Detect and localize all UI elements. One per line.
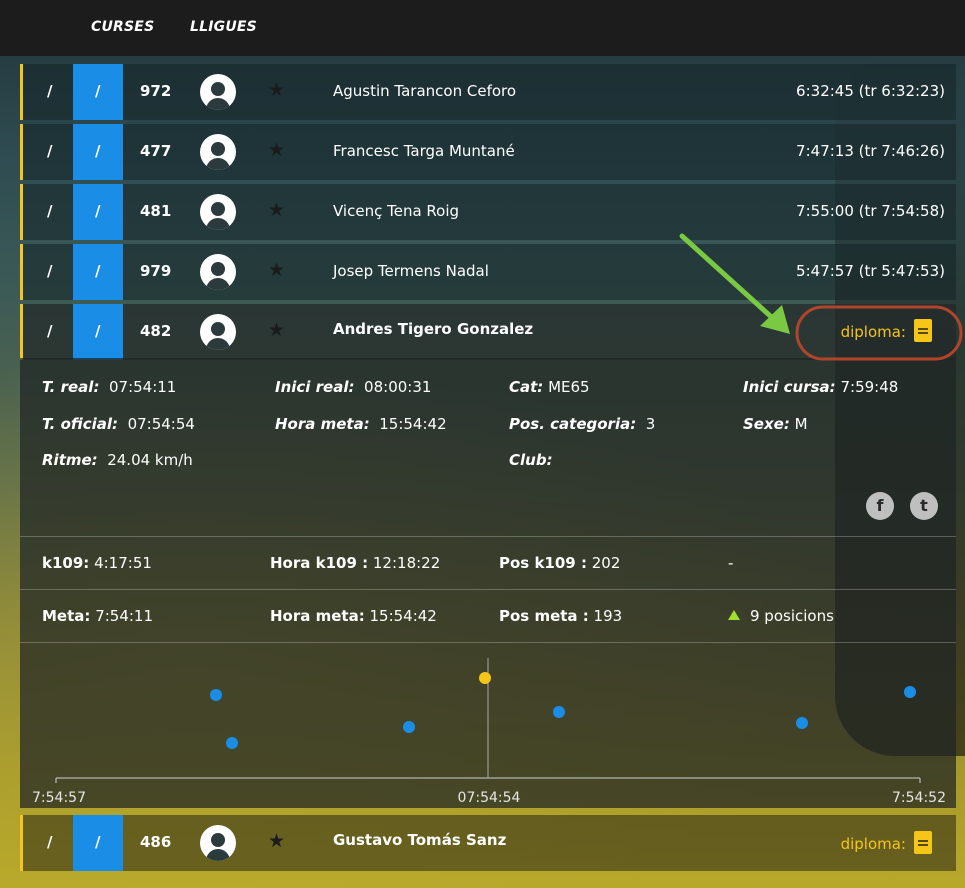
result-row-selected[interactable]: / / 482 ★ Andres Tigero Gonzalez diploma… (20, 304, 956, 360)
facebook-icon[interactable]: f (866, 492, 894, 520)
detail-sexe: Sexe: M (743, 415, 808, 433)
chart-point (796, 717, 808, 729)
star-icon[interactable]: ★ (268, 319, 286, 341)
position-category-cell: / (73, 124, 123, 180)
runner-name[interactable]: Gustavo Tomás Sanz (333, 831, 507, 849)
bib-number: 477 (140, 142, 172, 160)
split-k109-time: k109: 4:17:51 (42, 554, 152, 572)
position-category-cell: / (73, 304, 123, 360)
split-meta-time: Meta: 7:54:11 (42, 607, 154, 625)
avatar-icon (200, 74, 236, 110)
split-k109-diff: - (728, 554, 734, 572)
diploma-label: diploma: (840, 835, 906, 853)
avatar-icon (200, 314, 236, 350)
avatar-icon (200, 194, 236, 230)
diploma-link[interactable]: diploma: (840, 319, 932, 342)
position-category-cell: / (73, 815, 123, 871)
bib-number: 979 (140, 262, 172, 280)
bib-number: 481 (140, 202, 172, 220)
detail-t-real: T. real: 07:54:11 (42, 378, 177, 396)
position-general: / (47, 82, 53, 100)
result-row[interactable]: / / 486 ★ Gustavo Tomás Sanz diploma: (20, 815, 956, 871)
result-row[interactable]: / / 481 ★ Vicenç Tena Roig 7:55:00 (tr 7… (20, 184, 956, 240)
runner-name[interactable]: Vicenç Tena Roig (333, 202, 460, 220)
divider (20, 642, 956, 643)
position-general: / (47, 142, 53, 160)
bib-number: 486 (140, 833, 172, 851)
chart-point (226, 737, 238, 749)
divider (20, 536, 956, 537)
up-triangle-icon (728, 610, 740, 620)
twitter-icon[interactable]: t (910, 492, 938, 520)
finish-time: 7:55:00 (tr 7:54:58) (796, 202, 945, 220)
position-category: / (95, 82, 101, 100)
star-icon[interactable]: ★ (268, 199, 286, 221)
position-chart: 7:54:57 07:54:54 7:54:52 (32, 658, 946, 806)
position-general: / (47, 262, 53, 280)
chart-point (553, 706, 565, 718)
position-category: / (95, 833, 101, 851)
result-row[interactable]: / / 477 ★ Francesc Targa Muntané 7:47:13… (20, 124, 956, 180)
chart-tick-label: 7:54:57 (32, 790, 86, 806)
result-row[interactable]: / / 979 ★ Josep Termens Nadal 5:47:57 (t… (20, 244, 956, 300)
position-category: / (95, 202, 101, 220)
star-icon[interactable]: ★ (268, 259, 286, 281)
runner-name[interactable]: Agustin Tarancon Ceforo (333, 82, 517, 100)
split-meta-hora: Hora meta: 15:54:42 (270, 607, 437, 625)
split-meta-pos: Pos meta : 193 (499, 607, 623, 625)
chart-point (403, 721, 415, 733)
position-general: / (47, 322, 53, 340)
detail-inici-real: Inici real: 08:00:31 (275, 378, 432, 396)
detail-hora-meta: Hora meta: 15:54:42 (275, 415, 447, 433)
position-category: / (95, 142, 101, 160)
position-category-cell: / (73, 184, 123, 240)
finish-time: 5:47:57 (tr 5:47:53) (796, 262, 945, 280)
split-k109-pos: Pos k109 : 202 (499, 554, 621, 572)
position-category-cell: / (73, 64, 123, 120)
position-general: / (47, 202, 53, 220)
avatar-icon (200, 825, 236, 861)
split-meta-diff: 9 posicions (728, 607, 834, 625)
detail-pos-categoria: Pos. categoria: 3 (509, 415, 656, 433)
chart-tick-label: 07:54:54 (458, 790, 521, 806)
divider (20, 589, 956, 590)
finish-time: 6:32:45 (tr 6:32:23) (796, 82, 945, 100)
runner-detail-panel: T. real: 07:54:11 Inici real: 08:00:31 C… (20, 358, 956, 808)
bib-number: 482 (140, 322, 172, 340)
nav-curses[interactable]: CURSES (91, 19, 155, 35)
bib-number: 972 (140, 82, 172, 100)
position-category-cell: / (73, 244, 123, 300)
diploma-label: diploma: (840, 323, 906, 341)
chart-tick-label: 7:54:52 (892, 790, 946, 806)
star-icon[interactable]: ★ (268, 830, 286, 852)
chart-point-highlight (479, 672, 491, 684)
detail-t-oficial: T. oficial: 07:54:54 (42, 415, 195, 433)
detail-cat: Cat: ME65 (509, 378, 590, 396)
document-icon[interactable] (914, 319, 932, 342)
star-icon[interactable]: ★ (268, 79, 286, 101)
detail-inici-cursa: Inici cursa: 7:59:48 (743, 378, 899, 396)
result-row[interactable]: / / 972 ★ Agustin Tarancon Ceforo 6:32:4… (20, 64, 956, 120)
finish-time: 7:47:13 (tr 7:46:26) (796, 142, 945, 160)
runner-name[interactable]: Josep Termens Nadal (333, 262, 489, 280)
document-icon[interactable] (914, 831, 932, 854)
chart-point (904, 686, 916, 698)
avatar-icon (200, 254, 236, 290)
diploma-link[interactable]: diploma: (840, 831, 932, 854)
star-icon[interactable]: ★ (268, 139, 286, 161)
position-category: / (95, 322, 101, 340)
runner-name[interactable]: Francesc Targa Muntané (333, 142, 515, 160)
avatar-icon (200, 134, 236, 170)
detail-club: Club: (509, 451, 553, 469)
runner-name[interactable]: Andres Tigero Gonzalez (333, 320, 534, 338)
nav-lligues[interactable]: LLIGUES (190, 19, 257, 35)
top-navigation: CURSES LLIGUES (0, 0, 965, 56)
position-general: / (47, 833, 53, 851)
position-category: / (95, 262, 101, 280)
split-k109-hora: Hora k109 : 12:18:22 (270, 554, 441, 572)
chart-point (210, 689, 222, 701)
detail-ritme: Ritme: 24.04 km/h (42, 451, 193, 469)
